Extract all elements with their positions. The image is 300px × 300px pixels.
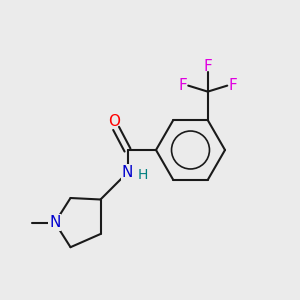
Text: N: N <box>122 165 133 180</box>
Text: F: F <box>228 78 237 93</box>
Text: H: H <box>138 168 148 182</box>
Text: O: O <box>109 114 121 129</box>
Text: F: F <box>178 78 187 93</box>
Text: F: F <box>203 59 212 74</box>
Text: N: N <box>49 215 61 230</box>
